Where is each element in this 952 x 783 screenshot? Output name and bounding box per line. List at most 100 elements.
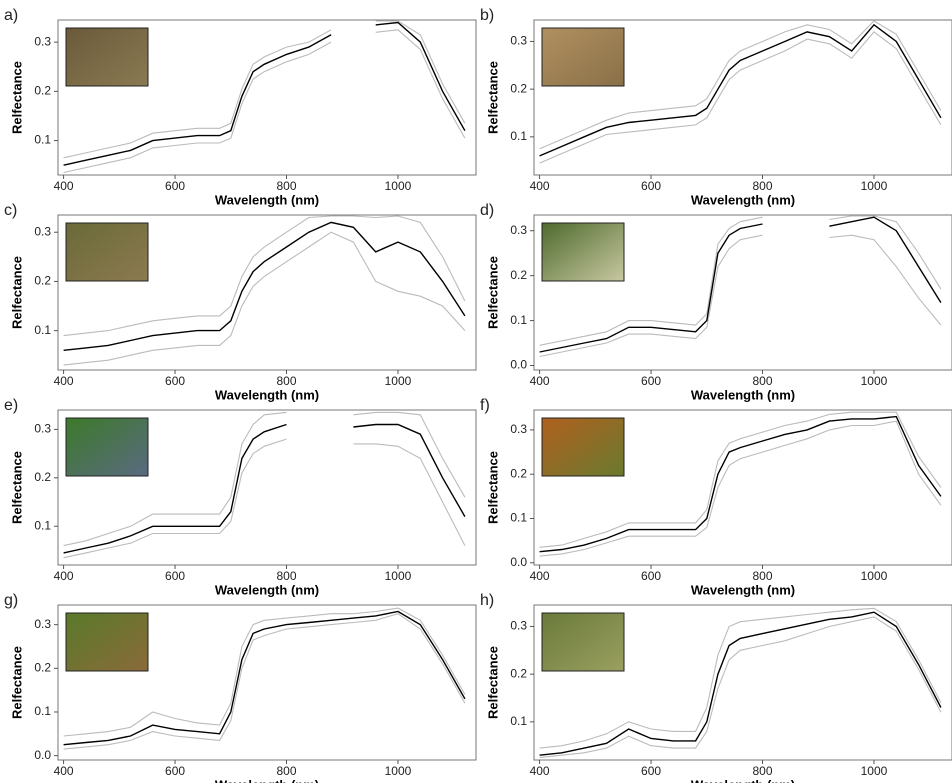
spectrum-line <box>63 21 466 166</box>
y-tick-label: 0.2 <box>510 268 527 282</box>
spectrum-line <box>539 616 942 759</box>
panel: b) 0.1 0.2 0.3 400 600 800 1000 Wavelength (nm) R… <box>480 7 952 207</box>
sample-photo <box>541 222 625 282</box>
panel: a) 0.1 0.2 0.3 400 600 800 1000 Wavelength (nm) R… <box>4 7 477 207</box>
y-tick-label: 0.3 <box>510 223 527 237</box>
spectrum-line <box>63 610 466 746</box>
panel: e) 0.1 0.2 0.3 400 600 800 1000 Wavelength (nm) R… <box>4 397 477 597</box>
y-tick-label: 0.0 <box>34 748 51 762</box>
spectrum-line <box>63 613 466 750</box>
y-tick-label: 0.1 <box>510 313 527 327</box>
spectrum-line <box>63 29 466 174</box>
x-tick-label: 1000 <box>385 764 412 778</box>
panel: h) 0.1 0.2 0.3 400 600 800 1000 Wavelength (nm) R… <box>480 592 952 783</box>
x-tick-label: 400 <box>530 179 550 193</box>
plot-frame <box>533 19 952 176</box>
sample-photo <box>541 612 625 672</box>
y-tick-label: 0.3 <box>34 617 51 631</box>
x-axis-label: Wavelength (nm) <box>215 582 319 597</box>
panel-label: g) <box>4 592 18 609</box>
y-tick-label: 0.1 <box>510 511 527 525</box>
y-tick-label: 0.1 <box>34 323 51 337</box>
spectrum-line <box>63 423 466 554</box>
y-tick-label: 0.2 <box>34 274 51 288</box>
y-axis-label: Relfectance <box>9 451 24 524</box>
x-tick-label: 800 <box>752 374 772 388</box>
spectrum-line <box>539 415 942 553</box>
y-tick-label: 0.3 <box>510 619 527 633</box>
spectrum-line <box>63 215 466 337</box>
panel-label: c) <box>4 202 17 219</box>
plot-frame <box>533 604 952 761</box>
x-tick-label: 400 <box>54 179 74 193</box>
sample-photo <box>65 27 149 87</box>
panel-label: d) <box>480 202 494 219</box>
x-axis-label: Wavelength (nm) <box>691 387 795 402</box>
y-tick-label: 0.1 <box>34 518 51 532</box>
spectrum-line <box>539 20 942 150</box>
panel: g) 0.0 0.1 0.2 0.3 400 600 800 1000 Wavelength (n… <box>4 592 477 783</box>
spectrum-line <box>63 411 466 547</box>
spectrum-line <box>539 31 942 164</box>
y-tick-label: 0.3 <box>34 224 51 238</box>
y-tick-label: 0.1 <box>34 704 51 718</box>
spectrum-line <box>539 420 942 557</box>
x-axis-label: Wavelength (nm) <box>215 387 319 402</box>
spectrum-line <box>539 23 942 157</box>
y-tick-label: 0.3 <box>34 422 51 436</box>
panel: c) 0.1 0.2 0.3 400 600 800 1000 Wavelength (nm) R… <box>4 202 477 402</box>
x-tick-label: 800 <box>276 179 296 193</box>
spectrum-line <box>539 607 942 749</box>
y-tick-label: 0.0 <box>510 358 527 372</box>
y-tick-label: 0.2 <box>34 470 51 484</box>
x-tick-label: 800 <box>752 179 772 193</box>
x-axis-label: Wavelength (nm) <box>691 192 795 207</box>
x-tick-label: 800 <box>752 569 772 583</box>
spectrum-line <box>539 411 942 548</box>
spectrum-line <box>63 231 466 366</box>
y-tick-label: 0.3 <box>510 422 527 436</box>
x-axis-label: Wavelength (nm) <box>215 777 319 783</box>
spectrum-line <box>539 611 942 756</box>
plot-frame <box>57 19 477 176</box>
spectrum-line <box>539 234 942 358</box>
x-tick-label: 400 <box>54 764 74 778</box>
y-tick-label: 0.1 <box>34 133 51 147</box>
y-tick-label: 0.3 <box>510 34 527 48</box>
plot-frame <box>57 604 477 761</box>
sample-photo <box>65 612 149 672</box>
x-tick-label: 1000 <box>861 569 888 583</box>
sample-photo <box>65 222 149 282</box>
x-tick-label: 600 <box>165 764 185 778</box>
x-axis-label: Wavelength (nm) <box>215 192 319 207</box>
x-tick-label: 800 <box>276 764 296 778</box>
y-tick-label: 0.1 <box>510 129 527 143</box>
x-tick-label: 400 <box>54 569 74 583</box>
panel-label: f) <box>480 397 490 414</box>
y-axis-label: Relfectance <box>485 451 500 524</box>
sample-photo <box>541 27 625 87</box>
plot-frame <box>57 409 477 566</box>
y-axis-label: Relfectance <box>9 646 24 719</box>
x-axis-label: Wavelength (nm) <box>691 582 795 597</box>
sample-photo <box>541 417 625 477</box>
x-tick-label: 1000 <box>861 179 888 193</box>
y-tick-label: 0.2 <box>34 84 51 98</box>
panel: d) 0.0 0.1 0.2 0.3 400 600 800 1000 Wavelength (n… <box>480 202 952 402</box>
spectrum-line <box>63 20 466 159</box>
spectrum-line <box>63 221 466 351</box>
panel-label: h) <box>480 592 494 609</box>
y-tick-label: 0.1 <box>510 714 527 728</box>
y-axis-label: Relfectance <box>9 256 24 329</box>
panel-label: e) <box>4 397 18 414</box>
x-tick-label: 1000 <box>385 569 412 583</box>
x-tick-label: 600 <box>165 374 185 388</box>
y-axis-label: Relfectance <box>9 61 24 134</box>
x-tick-label: 1000 <box>385 374 412 388</box>
y-tick-label: 0.3 <box>34 34 51 48</box>
x-tick-label: 600 <box>641 374 661 388</box>
y-tick-label: 0.2 <box>510 666 527 680</box>
x-tick-label: 400 <box>530 569 550 583</box>
x-tick-label: 1000 <box>861 764 888 778</box>
